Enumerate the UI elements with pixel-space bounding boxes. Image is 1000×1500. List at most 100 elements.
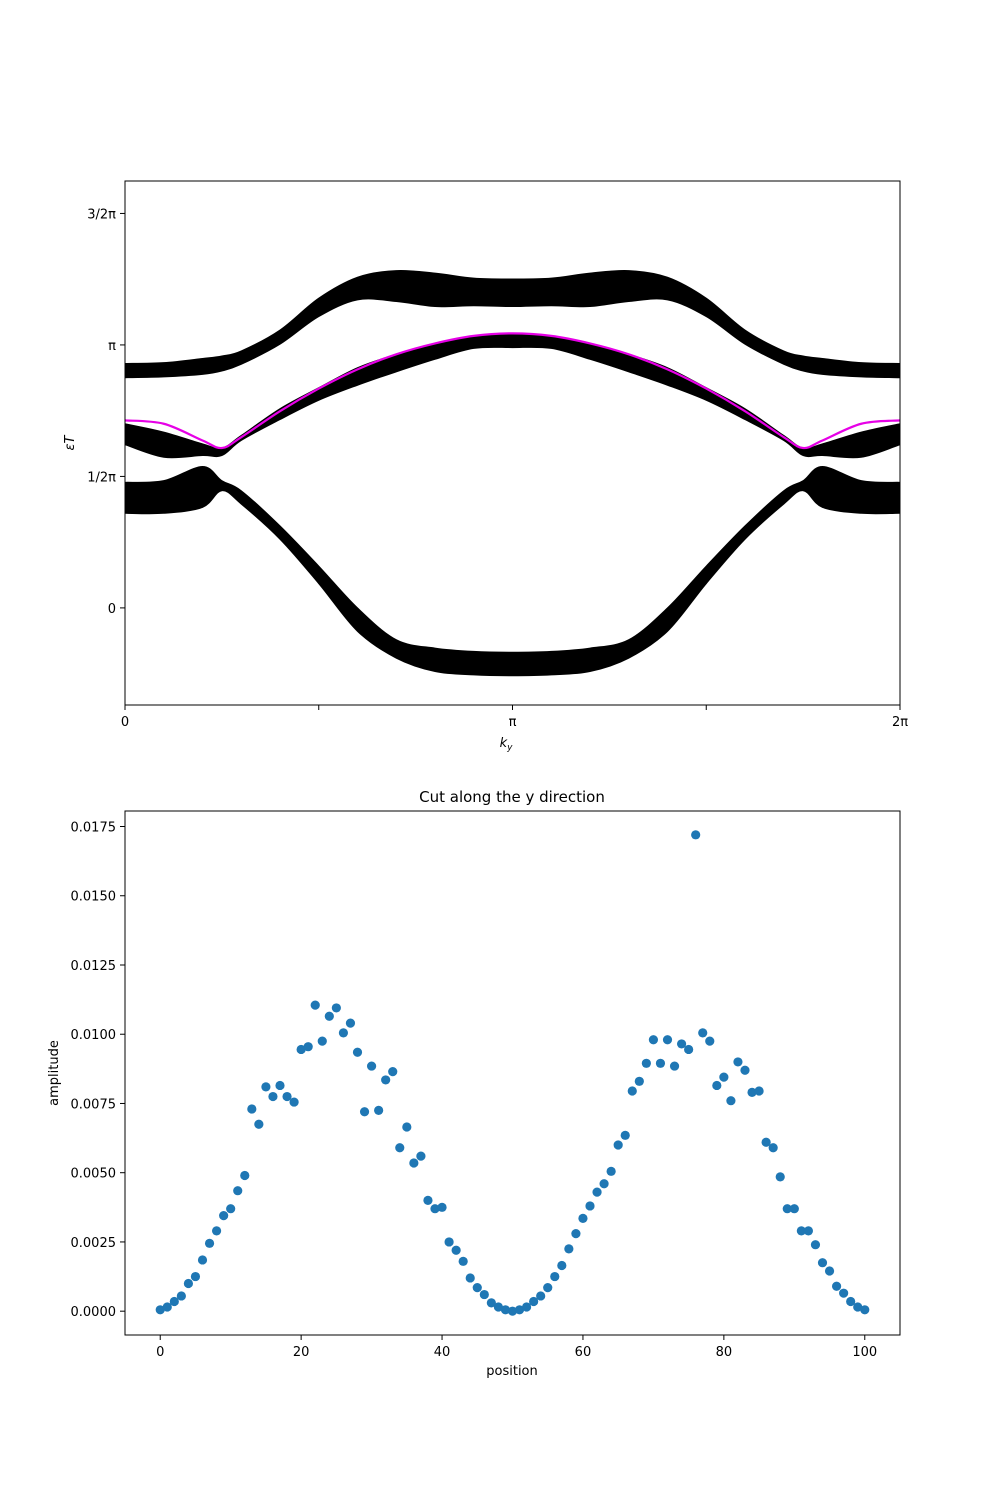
data-point — [183, 1278, 194, 1289]
data-point — [796, 1226, 806, 1236]
y-tick-label: 0.0025 — [71, 1236, 117, 1251]
y-tick-label: 0.0125 — [71, 959, 117, 974]
data-point — [613, 1140, 623, 1150]
data-point — [691, 830, 701, 840]
data-point — [662, 1035, 673, 1045]
band-structure-x-ticks: 0 π 2π — [121, 705, 908, 730]
data-point — [550, 1271, 560, 1282]
amplitude-scatter-chart: Cut along the y direction 0 20 40 60 80 100 0… — [47, 788, 901, 1379]
y-tick-label: 0 — [108, 602, 116, 617]
data-point — [810, 1240, 821, 1250]
data-point — [585, 1201, 595, 1211]
data-point — [416, 1151, 426, 1161]
data-point — [296, 1044, 306, 1055]
data-point — [479, 1289, 489, 1300]
data-point — [493, 1302, 504, 1312]
data-point — [592, 1187, 602, 1197]
data-point — [824, 1266, 835, 1276]
y-tick-label: 0.0050 — [71, 1167, 117, 1182]
data-point — [529, 1296, 539, 1307]
y-tick-label: 0.0150 — [71, 890, 117, 905]
data-point — [204, 1238, 215, 1248]
y-tick-label: π — [108, 339, 116, 354]
data-point — [789, 1204, 799, 1214]
x-tick-label: 40 — [434, 1345, 451, 1360]
data-point — [197, 1255, 208, 1265]
data-point — [775, 1172, 785, 1182]
data-point — [268, 1091, 278, 1102]
data-point — [634, 1076, 644, 1086]
data-point — [359, 1107, 370, 1117]
data-point — [352, 1047, 363, 1057]
data-point — [514, 1305, 525, 1315]
data-point — [705, 1036, 715, 1046]
y-tick-label: 0.0175 — [71, 821, 117, 836]
data-point — [451, 1245, 461, 1255]
data-point — [754, 1086, 764, 1096]
data-point — [282, 1091, 292, 1102]
data-point — [684, 1044, 694, 1055]
band-structure-chart: 0 π 2π 0 1/2π π 3/2π ky εT — [63, 180, 908, 753]
data-point — [176, 1291, 186, 1301]
band-structure-y-axis-label: εT — [63, 434, 78, 450]
band-structure-x-axis-label: ky — [500, 736, 514, 753]
data-point — [430, 1204, 440, 1214]
scatter-plot-area — [155, 830, 870, 1316]
scatter-x-ticks: 0 20 40 60 80 100 — [156, 1335, 877, 1360]
x-tick-label: 20 — [293, 1345, 310, 1360]
data-point — [261, 1082, 271, 1092]
data-point — [627, 1086, 637, 1096]
data-point — [254, 1119, 264, 1129]
data-point — [409, 1158, 419, 1168]
data-point — [324, 1011, 334, 1021]
x-tick-label: 0 — [121, 715, 129, 730]
data-point — [698, 1028, 708, 1038]
data-point — [226, 1204, 236, 1214]
data-point — [853, 1302, 863, 1312]
data-point — [803, 1226, 814, 1236]
energy-band-2 — [125, 333, 900, 459]
scatter-x-axis-label: position — [486, 1364, 538, 1379]
data-point — [437, 1202, 447, 1212]
y-tick-label: 0.0075 — [71, 1097, 117, 1112]
data-point — [620, 1130, 630, 1140]
x-tick-label: 0 — [156, 1345, 164, 1360]
data-point — [310, 1000, 320, 1010]
data-point — [719, 1072, 729, 1082]
data-point — [712, 1080, 722, 1091]
x-tick-label: 2π — [892, 715, 908, 730]
x-tick-label: 100 — [852, 1345, 877, 1360]
data-point — [782, 1204, 792, 1214]
data-point — [655, 1058, 666, 1068]
y-tick-label: 0.0000 — [71, 1305, 117, 1320]
data-point — [247, 1104, 257, 1114]
data-point — [395, 1143, 405, 1153]
data-point — [543, 1283, 553, 1293]
data-point — [162, 1302, 172, 1312]
data-point — [374, 1105, 384, 1115]
data-point — [599, 1179, 609, 1189]
x-tick-label: 60 — [575, 1345, 592, 1360]
y-tick-label: 1/2π — [87, 470, 116, 485]
data-point — [388, 1067, 398, 1077]
x-tick-label: π — [509, 715, 517, 730]
data-point — [839, 1288, 849, 1298]
data-point — [423, 1195, 433, 1205]
y-tick-label: 0.0100 — [71, 1028, 117, 1043]
data-point — [768, 1143, 778, 1153]
data-point — [733, 1057, 743, 1067]
data-point — [303, 1042, 313, 1052]
scatter-y-ticks: 0.0000 0.0025 0.0050 0.0075 0.0100 0.0125 0.01… — [71, 821, 125, 1320]
data-point — [240, 1170, 250, 1181]
data-point — [606, 1166, 616, 1176]
band-structure-plot-area — [125, 269, 900, 677]
data-point — [289, 1097, 299, 1107]
scatter-chart-title: Cut along the y direction — [419, 788, 605, 806]
data-point — [331, 1003, 341, 1013]
data-point — [641, 1058, 651, 1068]
energy-band-3 — [125, 269, 900, 379]
data-point — [233, 1186, 243, 1196]
data-point — [648, 1035, 659, 1045]
